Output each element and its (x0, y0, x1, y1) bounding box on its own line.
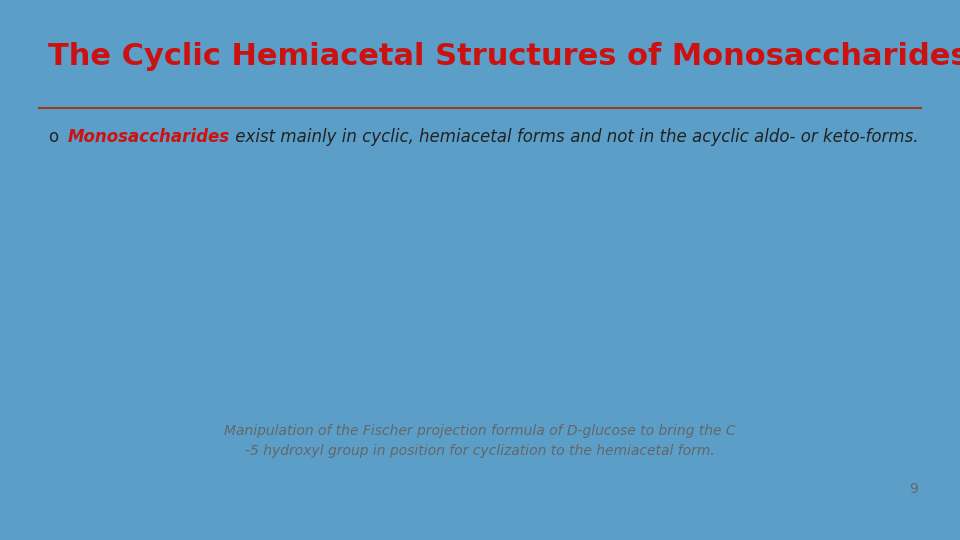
Text: o: o (48, 128, 59, 146)
Text: Manipulation of the Fischer projection formula of D-glucose to bring the C
-5 hy: Manipulation of the Fischer projection f… (225, 423, 735, 458)
Text: The Cyclic Hemiacetal Structures of Monosaccharides: The Cyclic Hemiacetal Structures of Mono… (48, 42, 960, 71)
Text: 9: 9 (909, 482, 918, 496)
Text: hemiacetal forms: hemiacetal forms (420, 128, 564, 146)
Text: and not in the acyclic aldo- or keto-forms.: and not in the acyclic aldo- or keto-for… (564, 128, 919, 146)
Text: exist mainly in cyclic,: exist mainly in cyclic, (230, 128, 420, 146)
Text: Monosaccharides: Monosaccharides (68, 128, 230, 146)
